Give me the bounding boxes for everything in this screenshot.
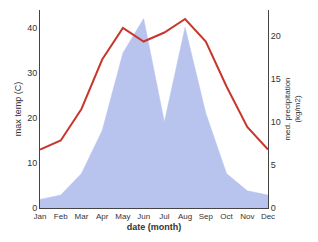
svg-text:0: 0 xyxy=(271,203,276,213)
svg-text:Jul: Jul xyxy=(159,212,169,221)
svg-text:0: 0 xyxy=(32,203,37,213)
svg-text:Dec: Dec xyxy=(261,212,275,221)
svg-text:med. precipitation(kg/m2): med. precipitation(kg/m2) xyxy=(283,77,302,140)
svg-text:20: 20 xyxy=(271,31,281,41)
svg-text:date (month): date (month) xyxy=(127,222,182,232)
svg-text:Jan: Jan xyxy=(34,212,47,221)
svg-text:max temp (C): max temp (C) xyxy=(13,82,23,137)
svg-text:Feb: Feb xyxy=(54,212,68,221)
svg-text:20: 20 xyxy=(27,113,37,123)
svg-text:Sep: Sep xyxy=(199,212,214,221)
svg-text:Aug: Aug xyxy=(178,212,192,221)
svg-text:40: 40 xyxy=(27,23,37,33)
svg-text:Jun: Jun xyxy=(137,212,150,221)
svg-text:Nov: Nov xyxy=(240,212,254,221)
svg-text:5: 5 xyxy=(271,160,276,170)
svg-text:Mar: Mar xyxy=(75,212,89,221)
svg-text:15: 15 xyxy=(271,74,281,84)
svg-text:Oct: Oct xyxy=(220,212,233,221)
svg-text:30: 30 xyxy=(27,68,37,78)
svg-text:10: 10 xyxy=(27,158,37,168)
svg-text:10: 10 xyxy=(271,117,281,127)
svg-text:May: May xyxy=(115,212,130,221)
svg-text:Apr: Apr xyxy=(96,212,109,221)
